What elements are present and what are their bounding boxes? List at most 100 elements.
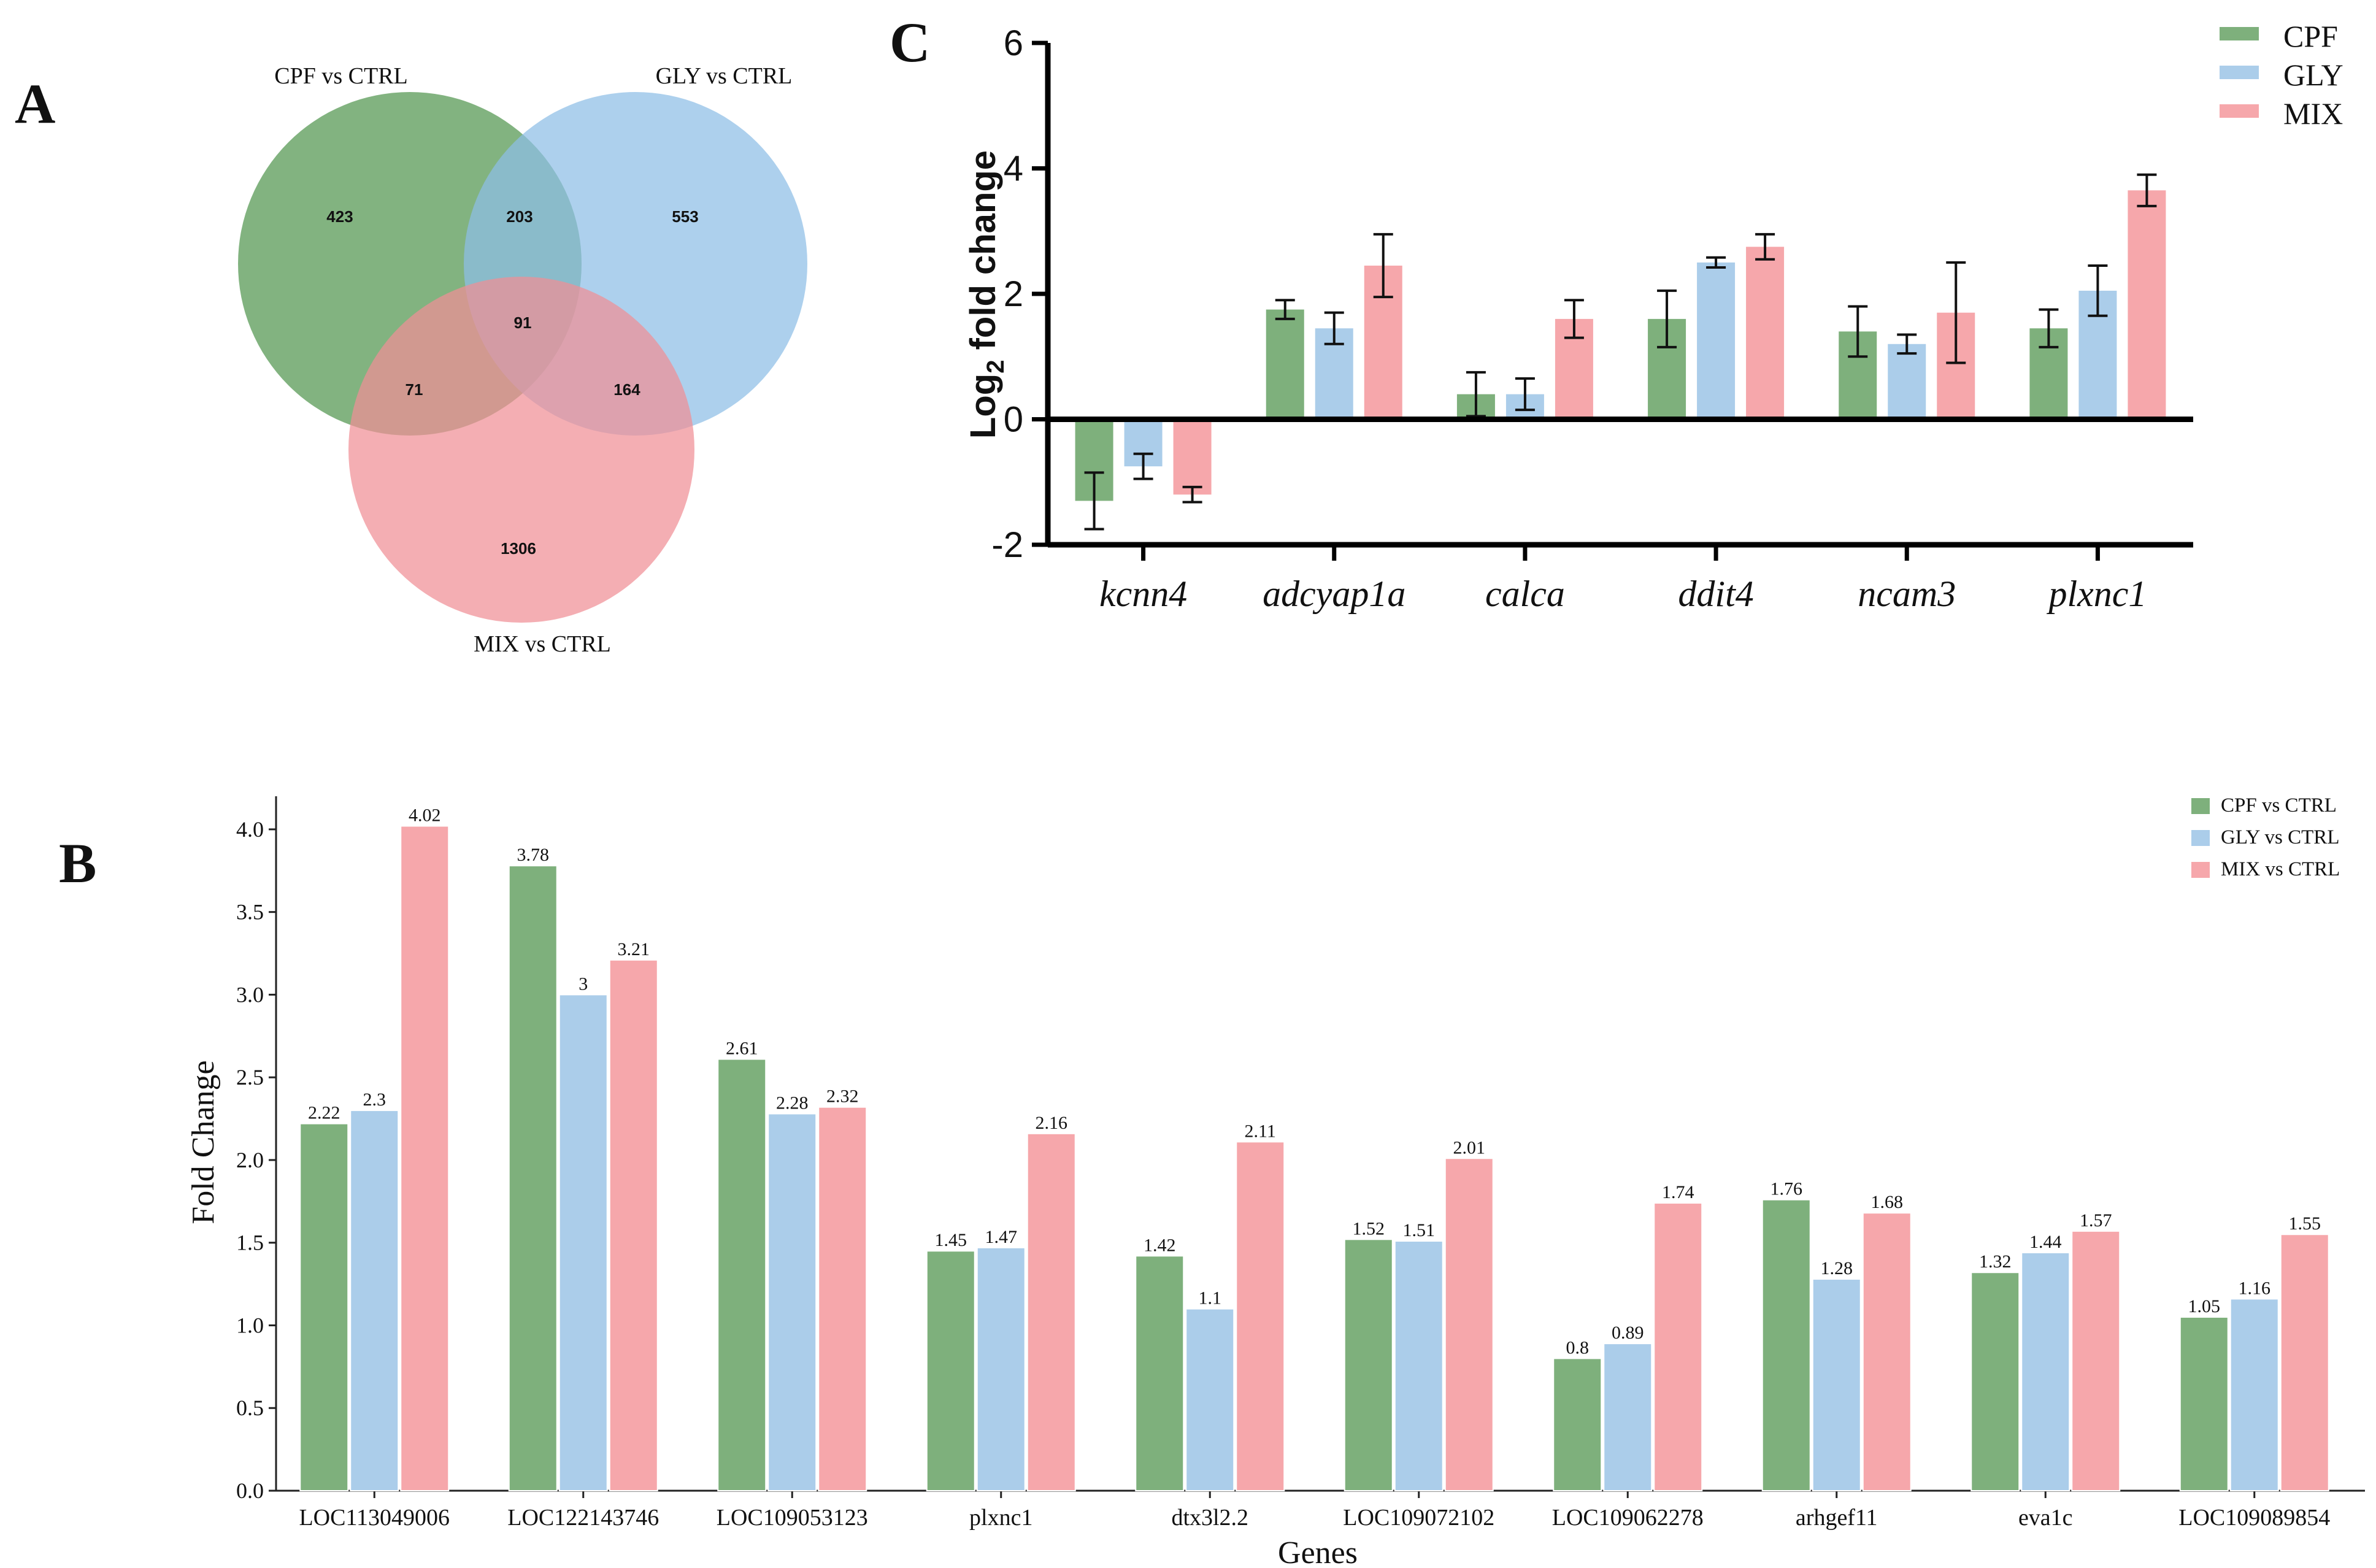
panel-b-bar-value-label: 1.68 (1871, 1192, 1904, 1212)
panel-b-bar-value-label: 1.51 (1403, 1220, 1436, 1240)
venn-count-gly-only: 553 (672, 207, 698, 226)
panel-b-bar-value-label: 1.44 (2029, 1232, 2062, 1252)
panel-c-legend-label: MIX (2283, 96, 2343, 131)
panel-b-bar-value-label: 1.42 (1144, 1235, 1176, 1255)
panel-b-y-tick-label: 3.0 (236, 982, 264, 1007)
panel-c-bar (1266, 309, 1304, 420)
panel-b-x-tick-label: plxnc1 (969, 1505, 1032, 1531)
venn-count-mix-only: 1306 (501, 539, 536, 558)
panel-b-y-tick-label: 0.5 (236, 1396, 264, 1420)
panel-b-bar (299, 1123, 349, 1491)
panel-b-bar-value-label: 1.1 (1199, 1288, 1222, 1309)
panel-b-bar (1344, 1239, 1393, 1492)
panel-b-x-tick-label: LOC109089854 (2178, 1505, 2330, 1531)
panel-c-legend-swatch (2220, 27, 2259, 40)
panel-b-bar (926, 1250, 975, 1491)
panel-c-legend-label: CPF (2283, 19, 2338, 53)
panel-b-bar (2280, 1234, 2329, 1491)
panel-c-x-tick-label: adcyap1a (1263, 574, 1405, 614)
panel-b-bar-value-label: 1.45 (935, 1230, 967, 1250)
venn-count-gly-mix: 164 (613, 380, 640, 399)
panel-c-y-axis-title: Log2 fold change (963, 150, 1009, 439)
panel-b-bar-value-label: 1.57 (2080, 1210, 2112, 1231)
panel-c-y-tick-label: 4 (1004, 149, 1023, 189)
panel-c-y-tick-label: 6 (1004, 23, 1023, 63)
venn-circle-mix (348, 277, 694, 623)
panel-c-chart: C -2 0 2 4 6 kcnn4 adcyap1a calca ddit4 ncam3 plxn… (890, 11, 2343, 614)
panel-c-legend-swatch (2220, 66, 2259, 79)
panel-c-bar (1173, 419, 1212, 495)
panel-b-bar (1653, 1202, 1703, 1491)
panel-b-bar-value-label: 0.89 (1612, 1323, 1644, 1343)
panel-c-y-title-rest: fold change (963, 150, 1003, 360)
panel-b-bar-value-label: 2.22 (308, 1103, 340, 1123)
panel-b-legend-label: MIX vs CTRL (2221, 858, 2340, 880)
panel-b-bar (350, 1110, 399, 1491)
panel-c-x-tick-label: ddit4 (1678, 574, 1753, 614)
panel-b-plot-area: 0.0 0.5 1.0 1.5 2.0 2.5 3.0 3.5 4.0 LOC113049006 2… (236, 796, 2365, 1531)
panel-c-x-tick-label: ncam3 (1858, 574, 1956, 614)
panel-b-y-tick-label: 1.0 (236, 1313, 264, 1337)
panel-b-bar (1970, 1272, 2020, 1491)
panel-c-y-tick-label: 0 (1004, 400, 1023, 440)
panel-b-bar-value-label: 2.16 (1036, 1113, 1068, 1133)
panel-b-bar (1236, 1141, 1285, 1492)
panel-b-bar-value-label: 1.32 (1979, 1251, 2012, 1272)
panel-b-bar (1761, 1199, 1811, 1491)
panel-b-y-tick-label: 2.0 (236, 1148, 264, 1172)
panel-b-y-tick-label: 2.5 (236, 1065, 264, 1090)
panel-c-y-title-main: Log (963, 374, 1003, 439)
panel-b-x-tick-label: dtx3l2.2 (1171, 1505, 1248, 1531)
panel-b-bar (1394, 1240, 1444, 1491)
panel-c-bar (1746, 247, 1785, 420)
panel-b-bar (976, 1247, 1026, 1492)
panel-b-bar (767, 1113, 817, 1491)
panel-b-x-tick-label: LOC113049006 (299, 1505, 450, 1531)
panel-b-bar (1862, 1212, 1912, 1491)
panel-c-x-tick-label: calca (1485, 574, 1565, 614)
panel-b-legend-label: CPF vs CTRL (2221, 794, 2337, 817)
panel-b-y-tick-label: 0.0 (236, 1478, 264, 1503)
panel-c-bar (1697, 262, 1736, 420)
panel-label-c: C (890, 11, 930, 74)
panel-b-bar-value-label: 2.01 (1453, 1137, 1486, 1158)
panel-b-bar-value-label: 1.52 (1353, 1218, 1385, 1239)
panel-c-y-tick-label: -2 (991, 525, 1023, 565)
panel-b-bar (818, 1106, 867, 1491)
venn-count-all: 91 (514, 313, 532, 332)
panel-b-bar-value-label: 1.47 (985, 1227, 1018, 1247)
panel-c-x-tick-label: plxnc1 (2046, 574, 2147, 614)
panel-b-bar-value-label: 2.28 (776, 1093, 809, 1113)
panel-c-y-title-sub: 2 (982, 360, 1009, 374)
panel-b-bar (2179, 1316, 2229, 1491)
venn-set-label-cpf: CPF vs CTRL (274, 63, 408, 89)
panel-b-bar-value-label: 3.78 (517, 845, 550, 865)
panel-b-bar-value-label: 1.16 (2239, 1278, 2271, 1298)
panel-label-a: A (15, 72, 55, 135)
panel-c-legend: CPF GLY MIX (2220, 19, 2343, 131)
panel-b-bar (2229, 1298, 2279, 1491)
panel-b-bar (558, 994, 608, 1491)
panel-b-bar-value-label: 1.55 (2289, 1213, 2321, 1234)
panel-b-bar-value-label: 0.8 (1566, 1337, 1590, 1358)
panel-b-bar (2021, 1251, 2070, 1492)
panel-b-x-tick-label: LOC109062278 (1552, 1505, 1704, 1531)
panel-b-x-tick-label: LOC109072102 (1343, 1505, 1494, 1531)
panel-c-y-tick-label: 2 (1004, 274, 1023, 314)
panel-b-bar (1553, 1358, 1602, 1491)
panel-b-bar-value-label: 2.3 (363, 1090, 386, 1110)
panel-c-plot-area: -2 0 2 4 6 kcnn4 adcyap1a calca ddit4 ncam3 plxnc1 (991, 23, 2193, 614)
panel-b-x-tick-label: LOC122143746 (507, 1505, 659, 1531)
panel-c-bar (1888, 344, 1926, 420)
venn-set-label-mix: MIX vs CTRL (474, 631, 611, 657)
panel-b-x-tick-label: LOC109053123 (717, 1505, 868, 1531)
panel-b-bar-value-label: 3.21 (618, 939, 650, 959)
panel-b-bar (508, 865, 558, 1491)
panel-b-bar-value-label: 2.32 (826, 1086, 859, 1107)
panel-b-legend-swatch (2191, 830, 2210, 846)
panel-b-bar-value-label: 1.76 (1770, 1179, 1803, 1199)
panel-b-x-axis-title: Genes (1278, 1535, 1358, 1568)
panel-c-legend-label: GLY (2283, 58, 2343, 92)
panel-b-bar (609, 959, 658, 1492)
